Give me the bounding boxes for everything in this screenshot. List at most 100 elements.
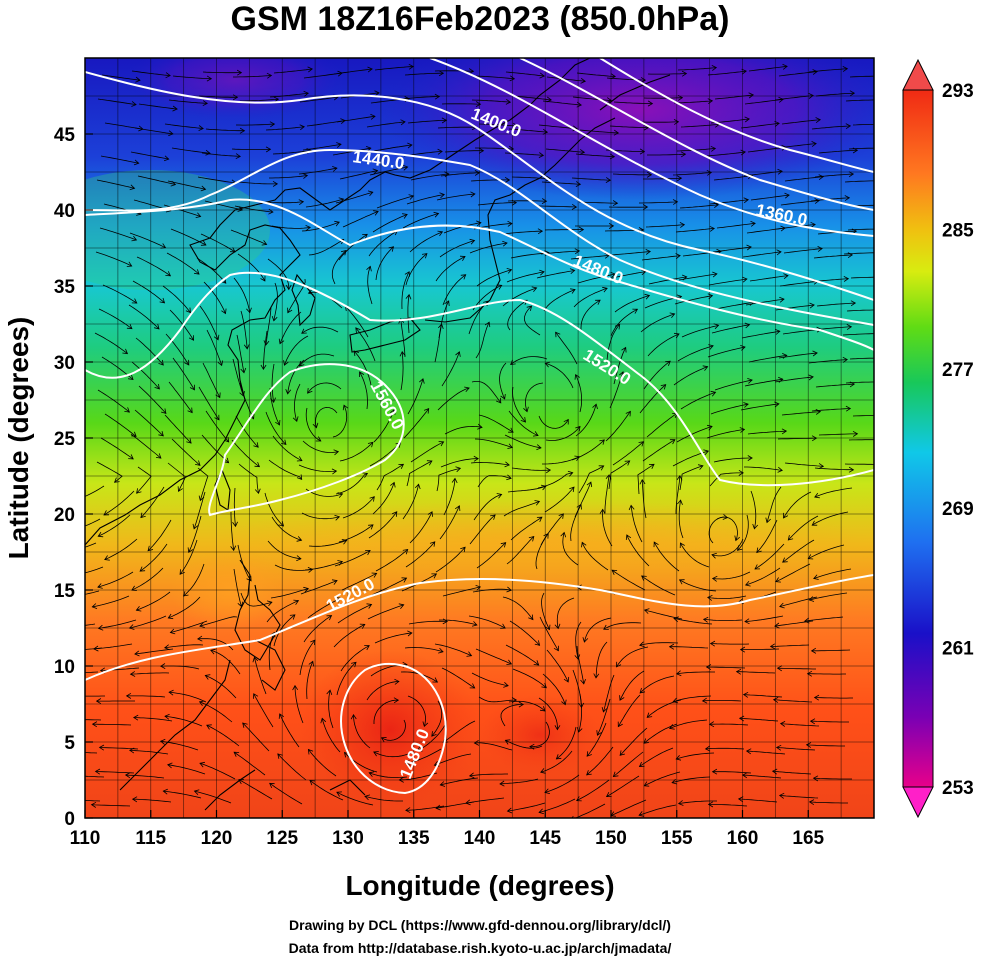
streamline-arrow [707,98,714,105]
streamline-arrow [364,794,371,801]
streamline [301,326,339,334]
streamline [336,791,374,806]
streamline-arrow [253,442,259,448]
x-tick-label: 120 [201,828,233,849]
streamline-arrow [567,470,574,477]
streamline-arrow [711,65,718,71]
streamline-arrow [419,378,425,384]
streamline [575,621,582,660]
y-tick-label: 5 [64,733,75,754]
streamline-arrow [712,271,718,278]
streamline-arrow [237,206,244,212]
y-tick-label: 35 [54,277,76,298]
streamline [340,645,370,672]
streamline-arrow [374,90,380,97]
streamline-arrow [678,579,685,585]
streamline [439,240,475,258]
streamline [536,270,575,279]
streamline-arrow [128,454,134,460]
streamline [441,667,475,689]
streamline [477,202,517,206]
streamline [766,486,782,523]
streamline-arrow [159,297,166,304]
streamline [170,228,207,246]
streamline [782,539,815,563]
streamline-arrow [223,457,230,464]
streamline [676,148,716,152]
streamline [678,500,684,539]
streamline [810,720,849,723]
streamline-arrow [439,781,446,787]
streamline [92,723,132,726]
streamline-arrow [811,141,817,147]
streamline [443,478,456,516]
streamline-arrow [563,418,569,425]
streamline-arrow [599,508,606,514]
streamline [540,750,573,773]
streamline [409,231,443,253]
streamline-arrow [435,804,441,811]
streamline [171,438,201,466]
streamline-arrow [298,361,305,367]
streamline-arrow [373,751,379,757]
streamline [505,644,539,666]
streamline-arrow [574,654,581,660]
streamline-arrow [277,753,283,759]
streamline [96,461,123,483]
streamline [709,723,749,726]
streamline-arrow [165,72,171,79]
streamline [294,383,301,422]
streamline [470,461,510,466]
streamline [641,575,676,596]
streamline [510,356,548,365]
streamline [510,252,550,259]
streamline-arrow [605,177,612,183]
streamline [852,123,874,126]
streamline [168,596,201,619]
streamline-arrow [165,271,172,277]
streamline-arrow [596,730,602,736]
streamline [781,411,821,416]
streamline-arrow [500,623,506,629]
streamline-arrow [465,799,471,806]
streamline-arrow [744,618,750,625]
streamline [613,751,644,777]
streamline [788,515,819,541]
streamline [706,429,745,439]
streamline-arrow [852,430,859,437]
streamline-arrow [814,198,820,204]
streamline [500,704,524,727]
streamline-arrow [676,475,683,481]
streamline-arrow [129,747,135,754]
streamline-arrow [508,427,514,433]
streamline-arrow [708,344,714,350]
streamline [509,620,540,646]
streamline-arrow [702,365,709,371]
streamline [707,70,747,76]
streamline-arrow [434,93,441,100]
streamline [745,567,781,586]
streamline-arrow [271,315,278,322]
streamline-arrow [303,90,309,97]
streamline [342,496,375,519]
streamline-arrow [539,706,546,712]
streamline [132,798,172,803]
streamline-arrow [160,663,166,669]
streamline-arrow [168,130,174,137]
streamline [706,151,746,157]
streamline [808,359,848,364]
streamline-arrow [407,630,413,637]
streamline-arrow [199,622,205,628]
streamline [643,177,682,180]
streamline [617,694,641,727]
streamline-arrow [613,129,620,136]
streamline-arrow [811,520,818,526]
streamline [238,779,273,800]
streamline-arrow [124,772,131,779]
streamline [744,466,783,471]
streamline-arrow [422,721,429,728]
y-tick-label: 40 [54,201,75,222]
streamline [673,366,708,386]
streamline-arrow [561,699,567,706]
streamline-arrow [499,780,505,787]
